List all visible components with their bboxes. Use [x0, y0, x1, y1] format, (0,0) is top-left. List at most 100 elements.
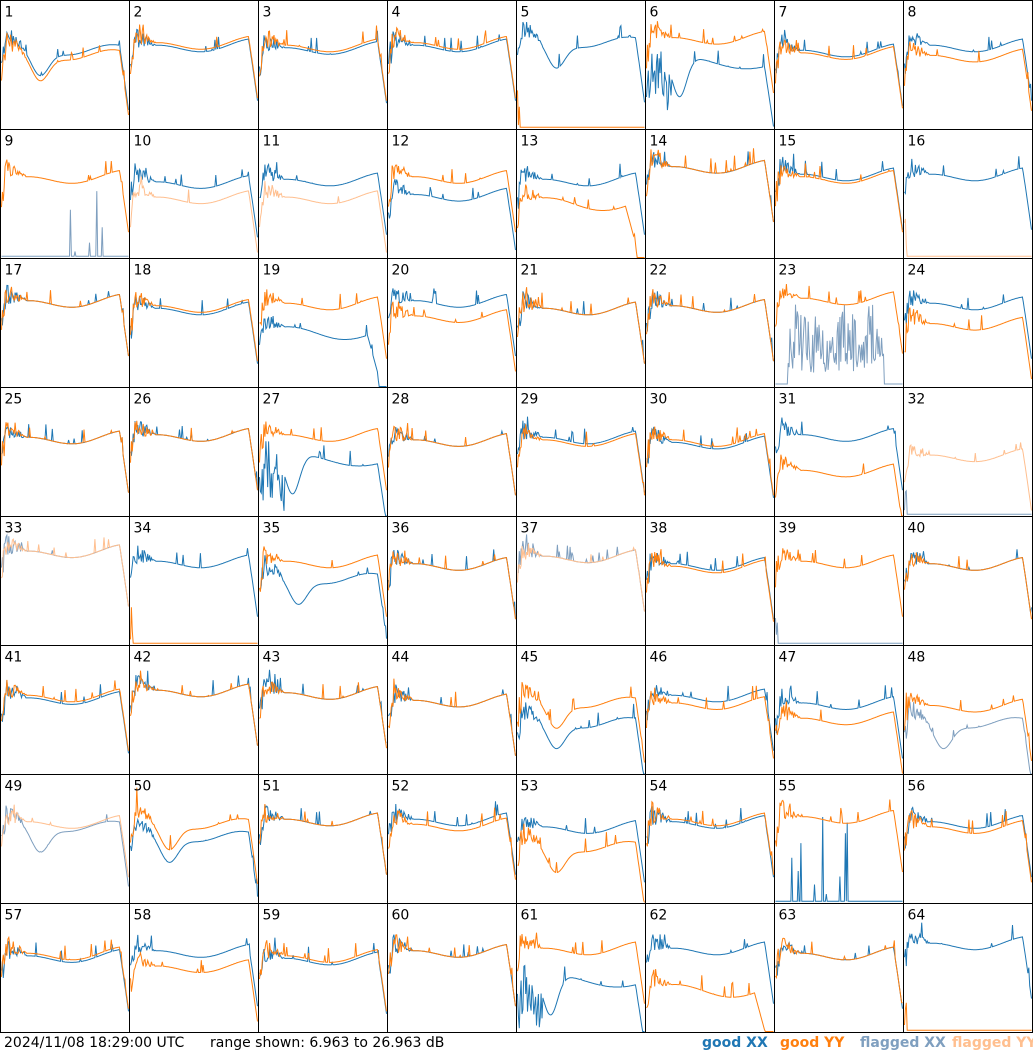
panel-number: 10 — [134, 134, 152, 150]
panel-37: 37 — [516, 516, 646, 646]
panel-18: 18 — [129, 258, 259, 388]
series-yy — [904, 218, 1032, 257]
panel-3: 3 — [258, 0, 388, 130]
panel-number: 49 — [5, 779, 23, 795]
series-xx — [904, 806, 1032, 878]
series-yy — [775, 701, 903, 774]
series-yy — [130, 176, 258, 253]
panel-number: 33 — [5, 521, 23, 537]
panel-1: 1 — [0, 0, 130, 130]
panel-border — [516, 0, 646, 130]
series-yy — [388, 678, 516, 756]
panel-43: 43 — [258, 645, 388, 775]
panel-45: 45 — [516, 645, 646, 775]
panel-50: 50 — [129, 774, 259, 904]
panel-number: 12 — [392, 134, 410, 150]
panel-number: 64 — [908, 908, 926, 924]
series-xx — [904, 33, 1032, 101]
panel-number: 53 — [521, 779, 539, 795]
series-xx — [646, 290, 774, 362]
series-yy — [904, 307, 1032, 380]
series-yy — [130, 787, 258, 884]
series-yy — [646, 21, 774, 94]
series-yy — [388, 934, 516, 1007]
panel-number: 56 — [908, 779, 926, 795]
panel-number: 1 — [5, 5, 14, 21]
series-yy — [517, 424, 645, 496]
panel-14: 14 — [645, 129, 775, 259]
panel-number: 4 — [392, 5, 401, 21]
series-yy — [259, 421, 387, 491]
series-xx — [775, 417, 903, 491]
panel-number: 51 — [263, 779, 281, 795]
panel-number: 24 — [908, 263, 926, 279]
panel-64: 64 — [903, 903, 1033, 1033]
panel-35: 35 — [258, 516, 388, 646]
series-yy — [259, 803, 387, 875]
panel-number: 14 — [650, 134, 668, 150]
panel-6: 6 — [645, 0, 775, 130]
series-yy — [646, 685, 774, 759]
series-yy — [1, 159, 129, 233]
series-xx — [130, 163, 258, 238]
panel-20: 20 — [387, 258, 517, 388]
panel-53: 53 — [516, 774, 646, 904]
series-xx — [517, 816, 645, 883]
panel-number: 63 — [779, 908, 797, 924]
series-yy — [775, 937, 903, 1004]
panel-number: 39 — [779, 521, 797, 537]
panel-number: 7 — [779, 5, 788, 21]
panel-border — [903, 0, 1033, 130]
series-xx — [646, 50, 774, 127]
series-yy — [1, 286, 129, 357]
series-yy — [517, 932, 645, 1004]
panel-17: 17 — [0, 258, 130, 388]
panel-number: 30 — [650, 392, 668, 408]
series-yy — [130, 670, 258, 746]
series-yy — [517, 543, 645, 612]
series-xx — [517, 534, 645, 612]
panel-13: 13 — [516, 129, 646, 259]
panel-61: 61 — [516, 903, 646, 1033]
series-yy — [259, 181, 387, 253]
panel-number: 8 — [908, 5, 917, 21]
series-xx — [517, 163, 645, 235]
series-yy — [388, 550, 516, 620]
panel-number: 6 — [650, 5, 659, 21]
series-xx — [388, 427, 516, 496]
series-yy — [904, 1002, 1032, 1031]
series-xx — [259, 937, 387, 1014]
panel-number: 46 — [650, 650, 668, 666]
panel-5: 5 — [516, 0, 646, 130]
series-yy — [388, 422, 516, 496]
panel-56: 56 — [903, 774, 1033, 904]
panel-27: 27 — [258, 387, 388, 517]
panel-number: 19 — [263, 263, 281, 279]
panel-21: 21 — [516, 258, 646, 388]
panel-number: 13 — [521, 134, 539, 150]
series-xx — [259, 441, 387, 516]
panel-border — [258, 0, 388, 130]
series-yy — [517, 90, 645, 128]
panel-number: 50 — [134, 779, 152, 795]
series-yy — [259, 546, 387, 617]
panel-41: 41 — [0, 645, 130, 775]
panel-23: 23 — [774, 258, 904, 388]
panel-57: 57 — [0, 903, 130, 1033]
series-yy — [388, 807, 516, 880]
series-xx — [130, 817, 258, 897]
panel-number: 25 — [5, 392, 23, 408]
panel-number: 62 — [650, 908, 668, 924]
panel-number: 23 — [779, 263, 797, 279]
panel-40: 40 — [903, 516, 1033, 646]
panel-border — [0, 0, 130, 130]
panel-63: 63 — [774, 903, 904, 1033]
panel-31: 31 — [774, 387, 904, 517]
panel-38: 38 — [645, 516, 775, 646]
series-yy — [259, 681, 387, 749]
legend-good-yy: good YY — [780, 1035, 845, 1051]
series-xx — [517, 416, 645, 493]
panel-number: 31 — [779, 392, 797, 408]
panel-border — [0, 129, 130, 259]
legend-flagged-yy: flagged YY — [952, 1035, 1033, 1051]
